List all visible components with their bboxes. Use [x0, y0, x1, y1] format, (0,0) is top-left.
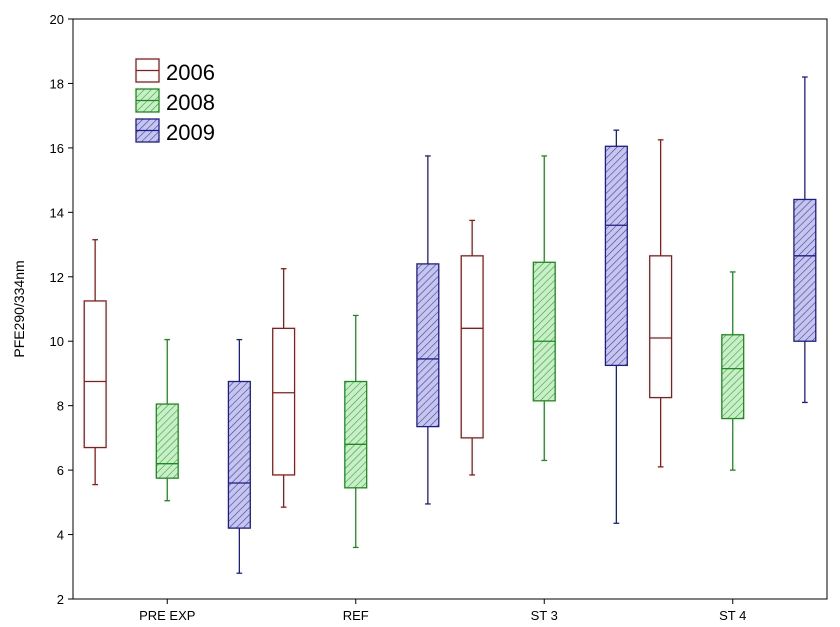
y-tick-label: 14	[50, 205, 64, 220]
legend-item-2009: 2009	[135, 118, 215, 145]
legend: 2006 2008 2009	[135, 58, 215, 145]
box-2009-ref	[416, 155, 440, 505]
box-2009-st-3	[604, 129, 628, 524]
x-tick-label: ST 3	[531, 608, 558, 623]
box-iqr	[460, 255, 484, 439]
box-2008-ref	[344, 314, 368, 549]
x-tick-label: ST 4	[719, 608, 746, 623]
box-iqr	[272, 327, 296, 476]
box-2006-ref	[272, 268, 296, 508]
box-2006-st-3	[460, 219, 484, 476]
boxes-group	[83, 76, 817, 574]
box-2009-pre-exp	[227, 338, 251, 574]
box-iqr	[604, 145, 628, 367]
legend-item-2008: 2008	[135, 88, 215, 115]
box-iqr	[155, 403, 179, 479]
y-tick-label: 2	[57, 592, 64, 607]
y-tick-label: 4	[57, 528, 64, 543]
y-tick-label: 12	[50, 270, 64, 285]
y-axis-title: PFE290/334nm	[11, 260, 27, 357]
x-axis: PRE EXP REF ST 3 ST 4	[139, 599, 746, 623]
y-tick-label: 8	[57, 399, 64, 414]
box-iqr	[344, 380, 368, 489]
y-tick-label: 20	[50, 12, 64, 27]
box-2008-st-3	[532, 155, 556, 462]
legend-item-2006: 2006	[135, 58, 215, 85]
legend-label: 2009	[166, 120, 215, 145]
box-iqr	[793, 198, 817, 342]
box-2008-st-4	[721, 271, 745, 471]
box-iqr	[416, 263, 440, 428]
legend-label: 2008	[166, 90, 215, 115]
plot-area-frame	[72, 18, 828, 600]
legend-label: 2006	[166, 60, 215, 85]
x-tick-label: PRE EXP	[139, 608, 195, 623]
y-tick-label: 10	[50, 334, 64, 349]
box-iqr	[83, 300, 107, 449]
box-2009-st-4	[793, 76, 817, 404]
box-2006-st-4	[649, 139, 673, 468]
x-tick-label: REF	[343, 608, 369, 623]
box-2006-pre-exp	[83, 239, 107, 486]
y-tick-label: 6	[57, 463, 64, 478]
y-tick-label: 18	[50, 76, 64, 91]
box-iqr	[721, 334, 745, 420]
box-iqr	[227, 380, 251, 529]
y-axis: 2 4 6 8 10 12 14 16 18 20	[50, 12, 73, 607]
box-2008-pre-exp	[155, 338, 179, 502]
y-tick-label: 16	[50, 141, 64, 156]
box-iqr	[532, 261, 556, 402]
box-iqr	[649, 255, 673, 399]
